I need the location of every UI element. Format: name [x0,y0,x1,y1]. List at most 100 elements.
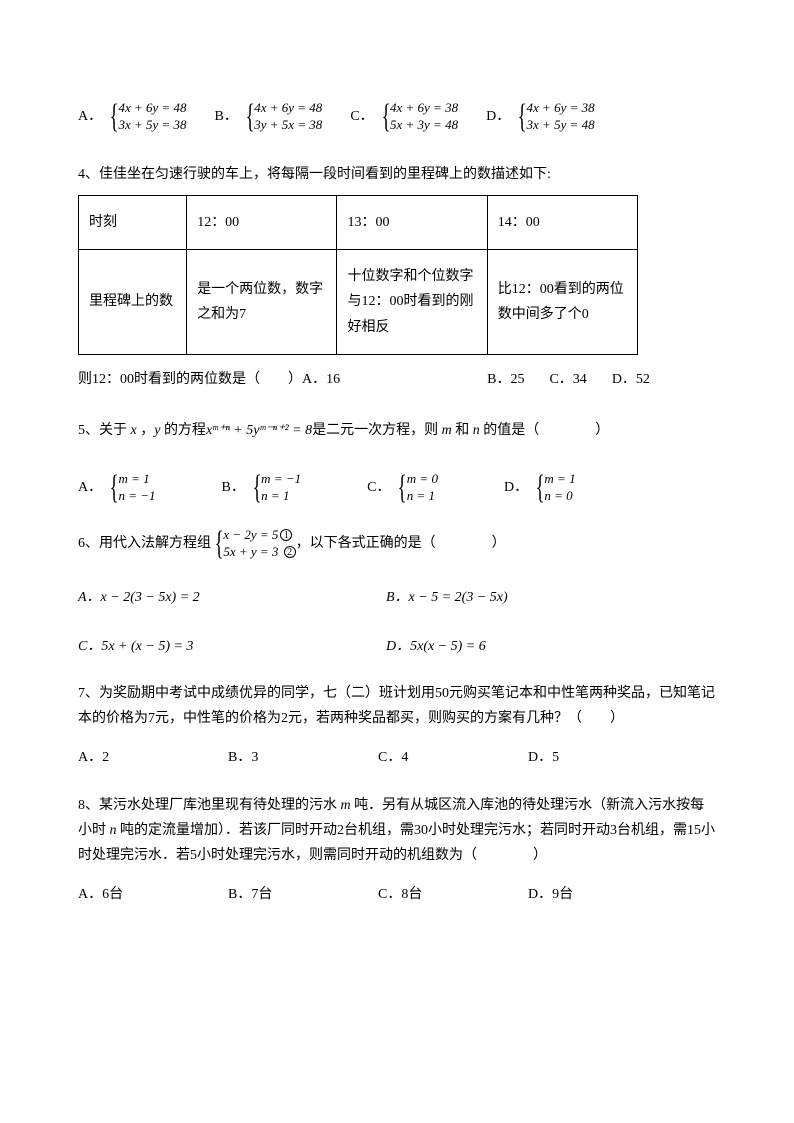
q7: 7、为奖励期中考试中成绩优异的同学，七（二）班计划用50元购买笔记本和中性笔两种… [78,681,716,771]
brace-icon: { [536,474,545,501]
q8-opt-b-text: B．7台 [228,887,272,902]
q4-c1: 里程碑上的数 [79,250,187,355]
q6-opt-a: A．x − 2(3 − 5x) = 2 [78,585,386,610]
q3-c-label: C． [350,104,373,129]
q8-n: n [106,823,120,838]
q8-opt-c: C．8台 [378,882,528,907]
q3-d-label: D． [486,104,510,129]
q8-a: 8、某污水处理厂库池里现有待处理的污水 [78,798,337,813]
q6-eq2: 5x + y = 3 [223,544,281,559]
q3-c-system: { 4x + 6y = 38 5x + 3y = 48 [378,100,458,134]
q8-stem: 8、某污水处理厂库池里现有待处理的污水 m 吨．另有从城区流入库池的待处理污水（… [78,793,716,869]
brace-icon: { [398,474,407,501]
q5-b-label: B． [222,475,245,500]
q5-a-label: A． [78,475,102,500]
q4-opt-d: D．52 [612,372,650,387]
q6-opt-b: B．x − 5 = 2(3 − 5x) [386,585,508,610]
q8-opt-d: D．9台 [528,882,678,907]
q8-opt-a: A．6台 [78,882,228,907]
q5-expr: xᵐ⁺ⁿ + 5yᵐ⁻ⁿ⁺² = 8 [206,423,312,438]
q6-row2: C．5x + (x − 5) = 3 D．5x(x − 5) = 6 [78,634,716,659]
q8-opt-b: B．7台 [228,882,378,907]
q7-opt-b: B．3 [228,745,378,770]
q4-h4: 14：00 [487,195,637,249]
brace-icon: { [215,530,224,557]
q5-option-c: C． { m = 0 n = 1 [367,471,438,505]
q7-opt-a: A．2 [78,745,228,770]
q5-p3: 的值是（ ） [483,423,609,438]
q7-options: A．2 B．3 C．4 D．5 [78,745,716,770]
q4-h1: 时刻 [79,195,187,249]
circle-1-icon: 1 [280,529,292,541]
q4-after-text: 则12：00时看到的两位数是（ ）A．16 [78,372,340,387]
q5-b-eq1: m = −1 [261,471,301,488]
q5-option-d: D． { m = 1 n = 0 [504,471,576,505]
q3-d-system: { 4x + 6y = 38 3x + 5y = 48 [514,100,594,134]
q3-b-label: B． [215,104,238,129]
q3-b-eq1: 4x + 6y = 48 [254,100,322,117]
q3-option-b: B． { 4x + 6y = 48 3y + 5x = 38 [215,100,323,134]
brace-icon: { [110,474,119,501]
q5-m2: 的方程 [164,423,206,438]
q4-stem: 4、佳佳坐在匀速行驶的车上，将每隔一段时间看到的里程碑上的数描述如下: [78,162,716,187]
q3-d-eq1: 4x + 6y = 38 [527,100,595,117]
q6-pre: 6、用代入法解方程组 [78,531,211,556]
q3-options: A． { 4x + 6y = 48 3x + 5y = 38 B． { 4x +… [78,100,716,134]
q5-option-b: B． { m = −1 n = 1 [222,471,302,505]
q5-y: y [154,423,164,438]
q5-m1: ， [140,423,154,438]
q5-stem: 5、关于 x ，y 的方程xᵐ⁺ⁿ + 5yᵐ⁻ⁿ⁺² = 8是二元一次方程，则… [78,418,716,443]
brace-icon: { [381,103,390,130]
q8-opt-a-text: A．6台 [78,887,123,902]
brace-icon: { [246,103,255,130]
q5-p1: 是二元一次方程，则 [312,423,438,438]
q3-c-eq1: 4x + 6y = 38 [390,100,458,117]
q7-opt-d: D．5 [528,745,678,770]
q3-b-system: { 4x + 6y = 48 3y + 5x = 38 [242,100,322,134]
q4-c3: 十位数字和个位数字与12：00时看到的刚好相反 [337,250,487,355]
q5-c-label: C． [367,475,390,500]
q5-p2: 和 [455,423,469,438]
q5-options: A． { m = 1 n = −1 B． { m = −1 n = 1 [78,471,716,505]
q6-opt-c: C．5x + (x − 5) = 3 [78,634,386,659]
q7-stem: 7、为奖励期中考试中成绩优异的同学，七（二）班计划用50元购买笔记本和中性笔两种… [78,681,716,731]
brace-icon: { [518,103,527,130]
q3-a-eq1: 4x + 6y = 48 [118,100,186,117]
brace-icon: { [110,103,119,130]
q5-m: m [438,423,455,438]
q4-c4: 比12：00看到的两位数中间多了个0 [487,250,637,355]
q6: 6、用代入法解方程组 { x − 2y = 51 5x + y = 3 2 ，以… [78,527,716,659]
q8-c: 吨的定流量增加）．若该厂同时开动2台机组，需30小时处理完污水；若同时开动3台机… [78,823,715,863]
q8-m: m [337,798,354,813]
q6-row1: A．x − 2(3 − 5x) = 2 B．x − 5 = 2(3 − 5x) [78,585,716,610]
q5: 5、关于 x ，y 的方程xᵐ⁺ⁿ + 5yᵐ⁻ⁿ⁺² = 8是二元一次方程，则… [78,418,716,505]
q5-pre: 5、关于 [78,423,127,438]
q4-answer-line: 则12：00时看到的两位数是（ ）A．16 B．25 C．34 D．52 [78,367,716,392]
q6-stem: 6、用代入法解方程组 { x − 2y = 51 5x + y = 3 2 ，以… [78,527,716,561]
q3-c-eq2: 5x + 3y = 48 [390,117,458,134]
q6-system: { x − 2y = 51 5x + y = 3 2 [211,527,296,561]
q7-opt-c: C．4 [378,745,528,770]
q4-opt-c: C．34 [549,372,586,387]
q8-opt-c-text: C．8台 [378,887,422,902]
q3-b-eq2: 3y + 5x = 38 [254,117,322,134]
q5-option-a: A． { m = 1 n = −1 [78,471,156,505]
q8-options: A．6台 B．7台 C．8台 D．9台 [78,882,716,907]
q5-d-eq2: n = 0 [544,488,575,505]
q4-table: 时刻 12：00 13：00 14：00 里程碑上的数 是一个两位数，数字之和为… [78,195,638,355]
q3-option-d: D． { 4x + 6y = 38 3x + 5y = 48 [486,100,595,134]
q4-opt-b: B．25 [487,372,524,387]
q8: 8、某污水处理厂库池里现有待处理的污水 m 吨．另有从城区流入库池的待处理污水（… [78,793,716,908]
q5-a-eq2: n = −1 [118,488,155,505]
q3-a-eq2: 3x + 5y = 38 [118,117,186,134]
q6-post: ，以下各式正确的是（ ） [296,531,506,556]
q3-a-label: A． [78,104,102,129]
q6-opt-d: D．5x(x − 5) = 6 [386,634,486,659]
q4-h3: 13：00 [337,195,487,249]
q4-h2: 12：00 [187,195,337,249]
q6-eq1: x − 2y = 5 [223,527,278,542]
q5-x: x [127,423,140,438]
q5-b-eq2: n = 1 [261,488,301,505]
q5-a-eq1: m = 1 [118,471,155,488]
q3-option-c: C． { 4x + 6y = 38 5x + 3y = 48 [350,100,458,134]
